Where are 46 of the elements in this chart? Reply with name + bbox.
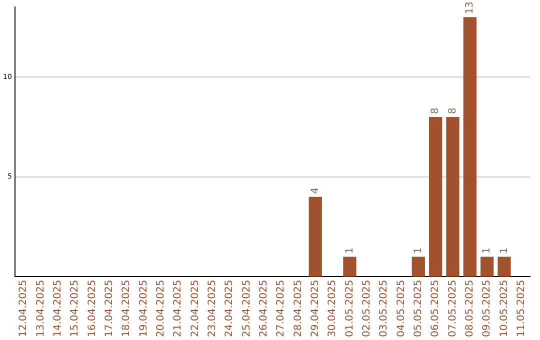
bar bbox=[412, 256, 425, 277]
x-tick-label: 13.04.2025 bbox=[35, 280, 46, 338]
x-tick-label: 20.04.2025 bbox=[155, 280, 166, 338]
x-tick-label: 29.04.2025 bbox=[310, 280, 321, 338]
x-tick-label: 23.04.2025 bbox=[206, 280, 218, 338]
bar bbox=[480, 256, 494, 277]
bar bbox=[498, 256, 511, 277]
data-label: 8 bbox=[447, 108, 458, 114]
x-tick-label: 02.05.2025 bbox=[361, 280, 372, 338]
x-tick-label: 25.04.2025 bbox=[241, 280, 252, 338]
bar bbox=[343, 256, 356, 277]
x-tick-label: 14.04.2025 bbox=[52, 280, 64, 338]
data-label: 1 bbox=[412, 247, 424, 254]
x-tick-label: 24.04.2025 bbox=[224, 280, 236, 338]
x-tick-label: 27.04.2025 bbox=[276, 280, 287, 338]
x-tick-label: 15.04.2025 bbox=[70, 280, 81, 338]
data-label: 1 bbox=[344, 247, 356, 254]
x-tick-label: 05.05.2025 bbox=[412, 280, 424, 338]
x-tick-label: 26.04.2025 bbox=[258, 280, 270, 338]
bar bbox=[446, 117, 460, 277]
x-tick-label: 12.04.2025 bbox=[18, 280, 30, 338]
x-tick-label: 06.05.2025 bbox=[430, 280, 442, 338]
x-tick-label: 21.04.2025 bbox=[172, 280, 184, 338]
x-tick-label: 01.05.2025 bbox=[344, 280, 356, 338]
x-tick-label: 08.05.2025 bbox=[464, 280, 476, 338]
bar bbox=[463, 17, 476, 277]
x-tick-label: 19.04.2025 bbox=[138, 280, 150, 338]
x-tick-label: 10.05.2025 bbox=[498, 280, 510, 338]
x-tick-label: 07.05.2025 bbox=[447, 280, 458, 338]
bar bbox=[429, 117, 442, 277]
data-label: 13 bbox=[464, 1, 476, 14]
x-tick-label: 16.04.2025 bbox=[86, 280, 98, 338]
x-tick-label: 30.04.2025 bbox=[327, 280, 338, 338]
x-tick-label: 11.05.2025 bbox=[516, 280, 528, 338]
x-tick-label: 17.04.2025 bbox=[104, 280, 115, 338]
data-label: 1 bbox=[482, 247, 493, 254]
data-label: 4 bbox=[310, 188, 321, 194]
data-label: 8 bbox=[430, 108, 442, 114]
x-tick-label: 03.05.2025 bbox=[378, 280, 390, 338]
x-tick-label: 22.04.2025 bbox=[190, 280, 201, 338]
x-tick-label: 04.05.2025 bbox=[396, 280, 407, 338]
x-tick-label: 28.04.2025 bbox=[292, 280, 304, 338]
bar bbox=[308, 196, 322, 277]
data-label: 1 bbox=[498, 247, 510, 254]
x-tick-label: 18.04.2025 bbox=[121, 280, 132, 338]
x-tick-label: 09.05.2025 bbox=[482, 280, 493, 338]
